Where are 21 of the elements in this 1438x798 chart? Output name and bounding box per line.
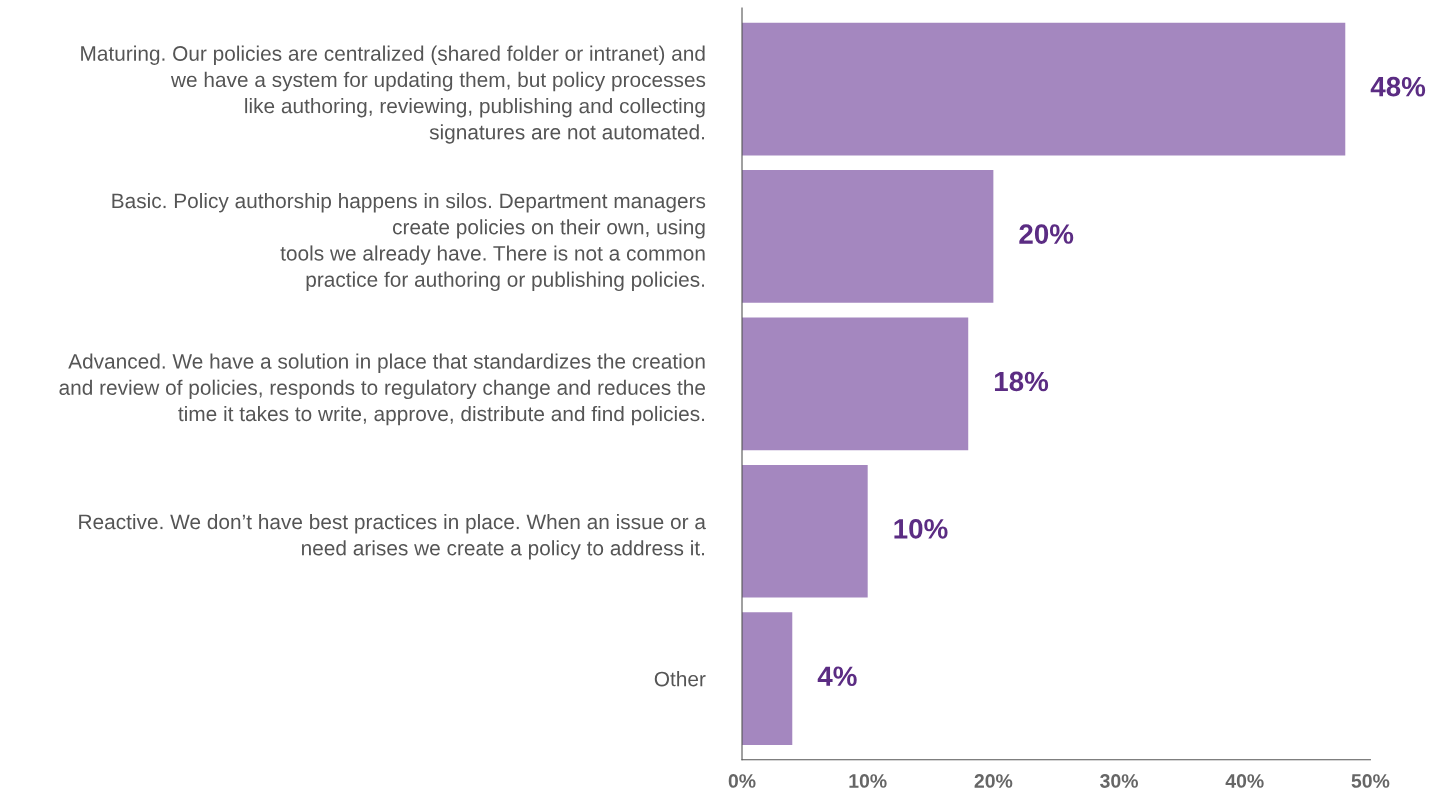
- y-tick-label: Reactive. We don’t have best practices in place. When an issue or a need arises we create a policy to address it.: [79, 513, 706, 560]
- x-tick-label: 0%: [728, 774, 756, 788]
- data-label: 10%: [894, 519, 948, 539]
- data-label: 4%: [817, 666, 857, 687]
- x-tick-label: 30%: [1100, 774, 1138, 788]
- x-tick-label: 20%: [974, 774, 1013, 788]
- data-label: 20%: [1019, 224, 1074, 244]
- data-label: 48%: [1370, 76, 1426, 97]
- bar: [742, 317, 969, 451]
- x-tick-label: 10%: [849, 774, 887, 788]
- bar: [742, 170, 994, 303]
- bar: [742, 22, 1346, 156]
- bar: [742, 464, 868, 598]
- data-label: 18%: [994, 371, 1049, 392]
- bar: [742, 612, 793, 745]
- x-tick-label: 40%: [1225, 774, 1264, 788]
- x-tick-label: 50%: [1351, 774, 1390, 788]
- y-tick-label: Other: [654, 671, 706, 687]
- y-tick-label: Maturing. Our policies are centralized (shared folder or intranet) and we have a system for updating them, but policy processes like authoring, reviewing, publishing and collecting signatures are not automated.: [81, 45, 706, 144]
- y-tick-label: Basic. Policy authorship happens in silos. Department managers create policies on their own, using tools we already have. There is not a common practice for authoring or publishing policies.: [112, 192, 706, 292]
- y-tick-label: Advanced. We have a solution in place that standardizes the creation and review of policies, responds to regulatory change and reduces the time it takes to write, approve, distribute and find policies.: [59, 353, 706, 426]
